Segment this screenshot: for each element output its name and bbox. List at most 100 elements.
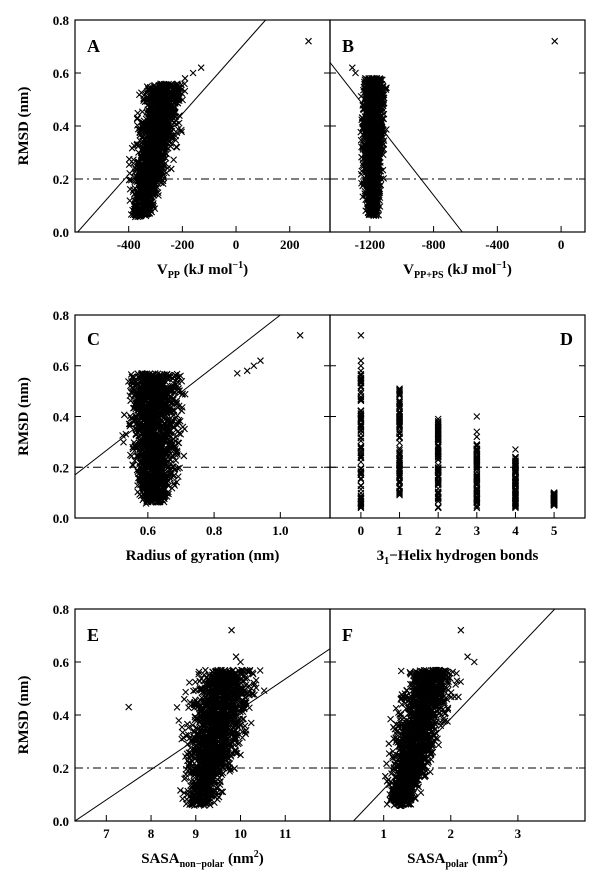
data-point [368,138,376,146]
data-point [142,149,150,157]
data-point [434,448,442,456]
data-point [164,422,172,429]
data-point [136,491,143,498]
data-point [144,150,152,157]
data-point [162,451,170,459]
data-point [145,162,153,169]
data-point [396,490,403,498]
outlier-point [250,362,258,370]
data-point [136,178,144,185]
data-point [371,198,379,205]
data-point [135,420,143,428]
data-point [129,461,137,468]
data-point [147,117,155,125]
data-point [136,208,144,216]
y-tick-label: 0.6 [53,66,70,81]
data-point [366,79,374,87]
y-tick-label: 0.0 [53,511,69,526]
data-point [156,437,164,444]
data-point [151,492,159,499]
data-point [149,384,156,392]
data-point [473,460,481,467]
data-point [357,449,365,457]
data-point [357,410,365,418]
x-axis-label: Radius of gyration (nm) [126,548,280,564]
data-point [172,457,180,464]
data-point [396,427,403,434]
data-point [396,474,403,482]
panel-letter: C [87,329,100,349]
data-point [142,431,150,439]
data-point [175,388,182,396]
data-point [168,127,176,135]
data-point [134,158,142,165]
data-point [141,186,148,194]
data-point [171,482,179,489]
data-point [165,103,173,111]
data-point [140,201,148,209]
fit-line [77,20,266,232]
data-point [361,176,368,184]
data-point [357,367,365,375]
data-point [126,412,134,420]
data-point [146,393,154,401]
data-point [155,381,163,388]
data-point [135,91,143,99]
data-point [147,157,155,165]
data-point [375,185,383,193]
data-point [171,371,179,379]
data-point [151,387,158,395]
data-point [373,78,381,85]
data-point [368,159,376,167]
data-point [434,424,442,431]
data-point [175,416,183,424]
data-point [396,399,403,406]
data-point [396,446,403,454]
data-point [166,110,174,118]
data-point [366,159,374,167]
data-point [159,397,166,405]
data-point [141,184,148,192]
data-point [365,129,373,137]
data-point [155,126,163,134]
fit-line [330,62,463,232]
data-point [120,411,128,419]
data-point [153,137,161,145]
data-point [171,83,179,91]
y-tick-label: 0.2 [53,172,69,187]
data-point [120,438,127,446]
data-point [383,84,390,92]
data-point [133,140,141,148]
data-point [168,387,176,395]
data-point [147,103,155,111]
data-point [380,115,388,123]
data-point [434,495,442,503]
data-point [473,474,481,482]
data-point [131,184,139,192]
plot-frame [74,19,331,233]
data-point [396,429,403,436]
data-point [372,211,380,219]
outlier-point [197,64,205,72]
data-point [396,491,403,499]
data-point [434,434,442,442]
data-point [358,114,366,121]
data-point [473,473,481,481]
data-point [159,104,166,111]
x-axis-label: VPP (kJ mol−1) [157,260,248,281]
data-point [148,405,156,413]
outlier-point [551,37,559,45]
data-point [357,482,365,490]
data-point [160,95,167,103]
data-point [132,399,140,406]
data-point [161,371,168,378]
data-point [396,477,403,485]
outlier-point [243,367,251,375]
y-tick-label: 0.4 [53,410,70,425]
data-point [396,385,403,392]
data-point [143,472,151,480]
data-point [142,210,150,218]
data-point [163,428,171,435]
data-point [365,115,373,123]
data-point [181,425,188,433]
